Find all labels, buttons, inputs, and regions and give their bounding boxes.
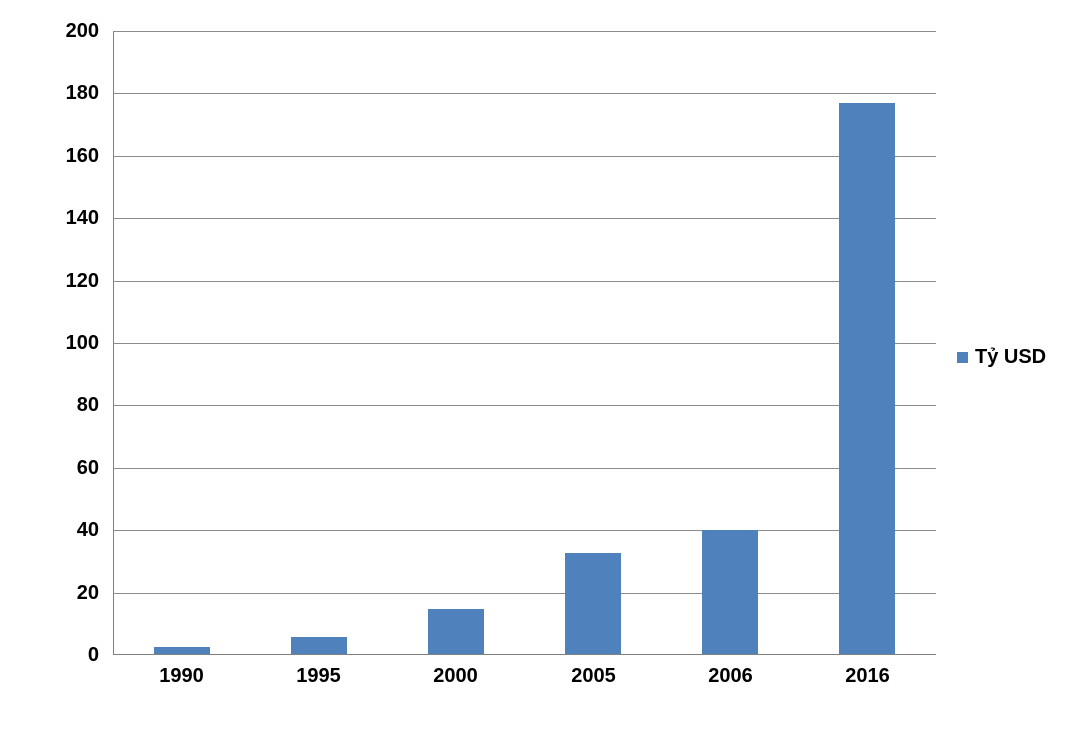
y-tick-label-20: 20: [76, 582, 99, 604]
bar-2000: [428, 609, 484, 654]
bar-1995: [291, 637, 347, 654]
x-tick-label-2016: 2016: [845, 665, 890, 687]
y-tick-label-140: 140: [65, 207, 99, 229]
y-tick-label-40: 40: [76, 519, 99, 541]
x-tick-label-1990: 1990: [159, 665, 204, 687]
bar-2016: [839, 103, 895, 654]
legend-series-swatch-icon: [957, 352, 968, 363]
gridline-y-60: [113, 468, 936, 469]
y-tick-label-80: 80: [76, 394, 99, 416]
gridline-y-200: [113, 31, 936, 32]
y-tick-label-0: 0: [87, 644, 99, 666]
bar-2006: [702, 530, 758, 654]
y-tick-label-200: 200: [65, 20, 99, 42]
x-axis-line: [113, 654, 936, 655]
x-tick-label-2000: 2000: [433, 665, 478, 687]
bar-1990: [154, 647, 210, 654]
x-tick-label-2005: 2005: [571, 665, 616, 687]
y-tick-label-160: 160: [65, 145, 99, 167]
gridline-y-80: [113, 405, 936, 406]
plot-area: [113, 31, 936, 655]
gridline-y-140: [113, 218, 936, 219]
y-tick-label-120: 120: [65, 270, 99, 292]
y-tick-label-60: 60: [76, 457, 99, 479]
gridline-y-160: [113, 156, 936, 157]
gridline-y-40: [113, 530, 936, 531]
gridline-y-120: [113, 281, 936, 282]
y-tick-label-100: 100: [65, 332, 99, 354]
gridline-y-180: [113, 93, 936, 94]
x-tick-label-1995: 1995: [296, 665, 341, 687]
gridline-y-20: [113, 593, 936, 594]
y-tick-label-180: 180: [65, 82, 99, 104]
gridline-y-100: [113, 343, 936, 344]
bar-2005: [565, 553, 621, 654]
x-tick-label-2006: 2006: [708, 665, 753, 687]
legend: Tỷ USD: [957, 346, 1046, 369]
legend-series-label: Tỷ USD: [975, 346, 1047, 368]
